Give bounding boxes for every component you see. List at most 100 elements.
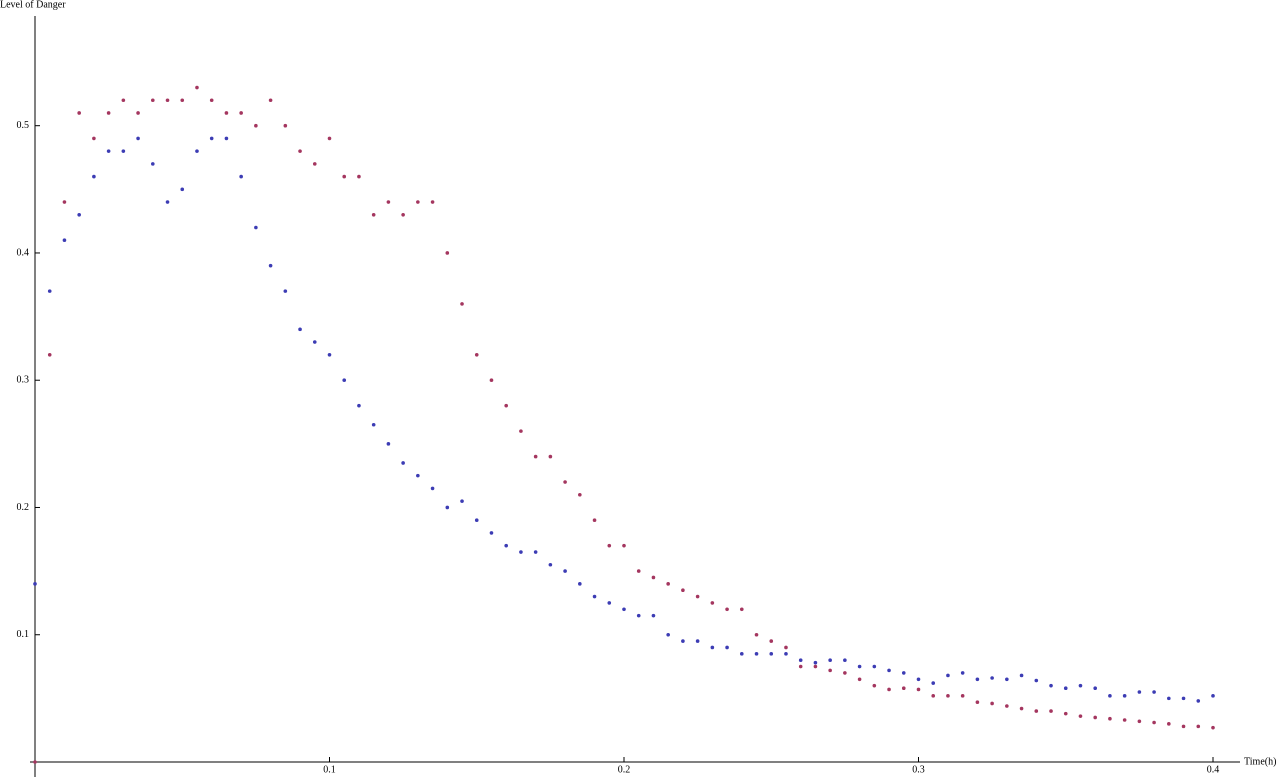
point (445, 251, 450, 255)
point (739, 607, 744, 612)
point (578, 582, 582, 586)
point (681, 588, 685, 592)
point (784, 645, 788, 650)
point (106, 149, 111, 153)
point (1034, 709, 1039, 713)
point (651, 575, 656, 580)
point (1005, 704, 1009, 708)
point (798, 658, 803, 662)
point (430, 486, 435, 491)
point (77, 111, 81, 115)
point (710, 601, 715, 605)
point (209, 136, 214, 141)
y-axis-label: Level of Danger (0, 0, 66, 10)
point (47, 289, 52, 293)
point (342, 174, 347, 179)
point (533, 454, 538, 459)
point (725, 645, 729, 650)
point (1108, 694, 1112, 698)
point (798, 664, 803, 669)
point (548, 562, 553, 567)
point (224, 136, 229, 141)
point (607, 543, 612, 548)
point (33, 582, 37, 586)
point (165, 98, 170, 103)
point (92, 136, 96, 141)
point (1196, 724, 1201, 729)
point (916, 677, 921, 682)
y-tick-label: 0.3 (17, 375, 30, 386)
point (1167, 722, 1171, 726)
point (666, 582, 670, 586)
point (33, 760, 37, 764)
point (312, 340, 317, 344)
point (901, 671, 906, 675)
point (371, 212, 376, 217)
point (754, 652, 759, 656)
point (607, 601, 612, 605)
point (268, 263, 273, 268)
point (1108, 716, 1112, 721)
point (592, 594, 597, 599)
point (371, 422, 376, 427)
point (843, 671, 847, 675)
x-axis-label: Time(h) (1244, 756, 1276, 767)
point (828, 668, 832, 673)
point (136, 136, 140, 141)
point (106, 111, 111, 115)
point (813, 660, 818, 665)
point (828, 658, 832, 662)
point (931, 694, 936, 698)
x-tick-label: 0.3 (912, 764, 925, 775)
point (519, 550, 523, 554)
point (1005, 677, 1009, 682)
point (430, 200, 435, 204)
point (342, 378, 347, 383)
point (1167, 696, 1171, 701)
point (990, 676, 994, 680)
point (1093, 686, 1097, 690)
point (519, 429, 523, 433)
point (1137, 719, 1142, 724)
point (931, 681, 936, 685)
point (150, 98, 155, 103)
point (563, 480, 567, 484)
point (489, 378, 494, 383)
point (401, 461, 405, 465)
point (401, 212, 405, 217)
point (548, 454, 553, 459)
point (239, 174, 243, 179)
point (121, 149, 126, 153)
point (857, 677, 862, 682)
point (960, 671, 965, 675)
point (165, 200, 170, 204)
point (474, 352, 479, 357)
point (1093, 715, 1097, 720)
point (298, 327, 302, 332)
point (739, 652, 744, 656)
point (195, 149, 199, 153)
point (843, 658, 847, 662)
point (857, 664, 862, 669)
point (1049, 709, 1053, 713)
point (1211, 694, 1215, 698)
point (445, 505, 450, 510)
point (1181, 724, 1186, 729)
point (622, 543, 626, 548)
point (1196, 699, 1201, 703)
point (92, 174, 96, 179)
point (1211, 725, 1215, 730)
point (268, 98, 273, 103)
point (1137, 690, 1142, 694)
point (504, 543, 508, 548)
point (283, 123, 288, 128)
point (710, 645, 715, 650)
point (180, 187, 185, 192)
y-tick-label: 0.2 (17, 502, 30, 513)
point (239, 111, 243, 115)
point (386, 442, 391, 446)
y-tick-label: 0.5 (17, 120, 30, 131)
point (62, 200, 67, 204)
